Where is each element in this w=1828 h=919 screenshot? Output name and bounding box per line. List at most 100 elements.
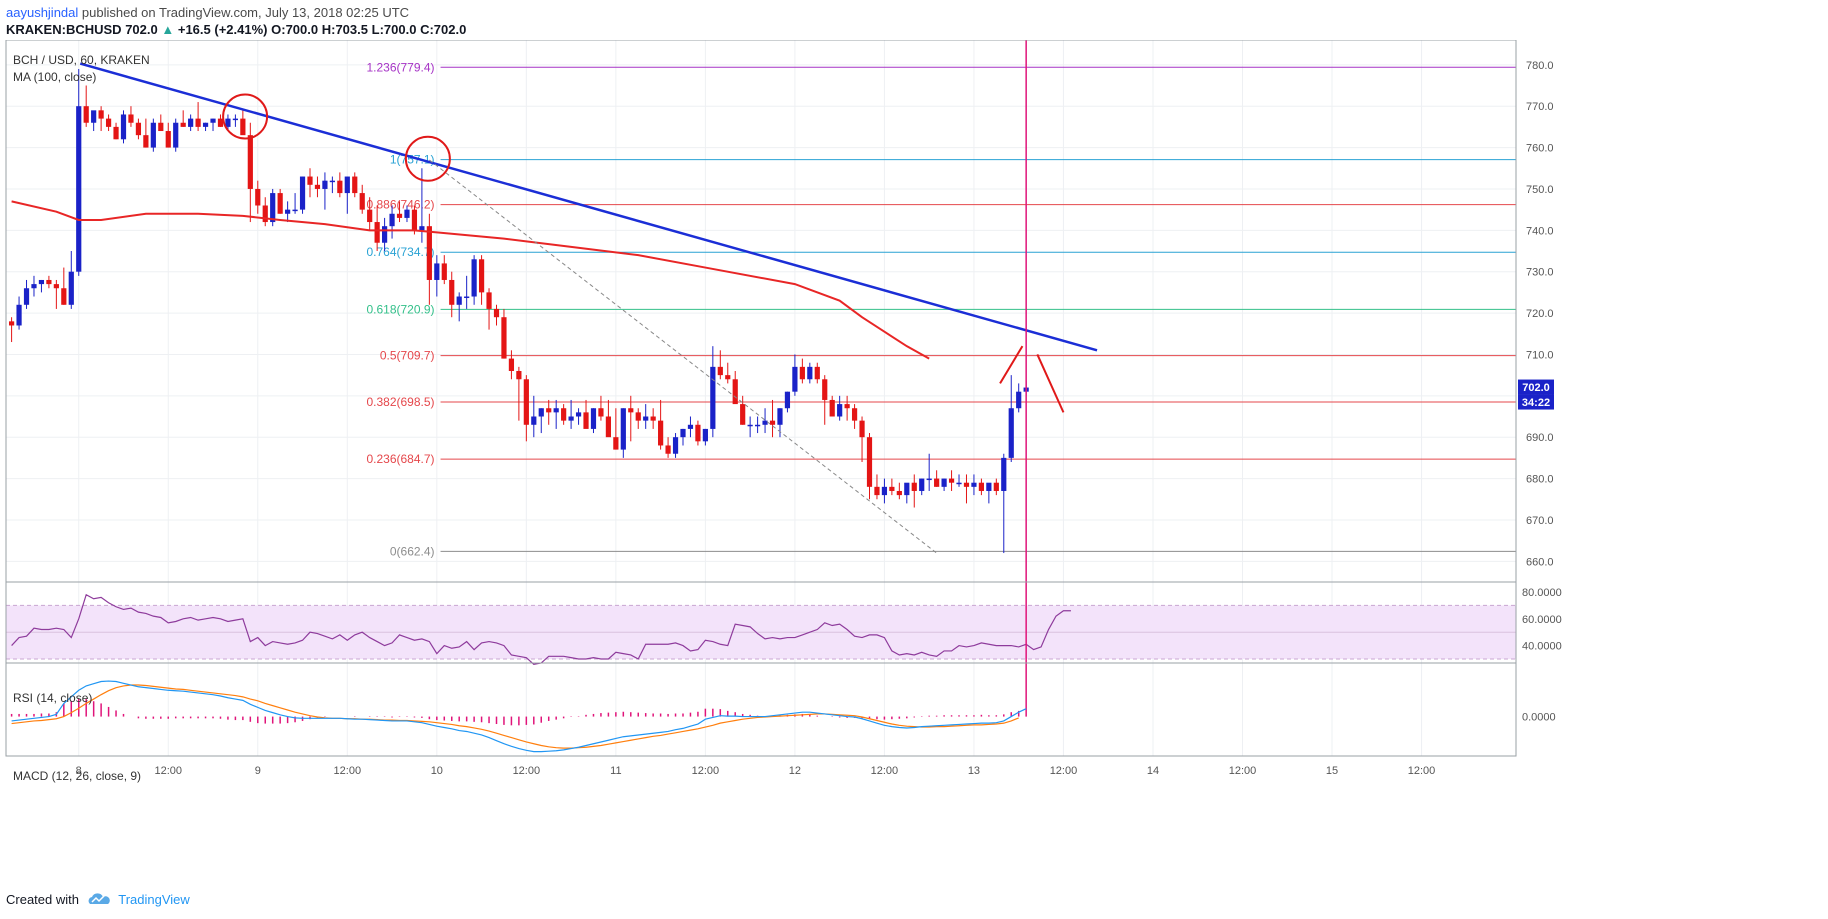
countdown-text: 34:22	[1522, 397, 1550, 409]
price-tick-label: 740.0	[1526, 225, 1554, 237]
candle-body	[568, 416, 574, 421]
candle-body	[307, 176, 313, 185]
candle-body	[896, 490, 902, 496]
candle-body	[672, 437, 679, 454]
candle-body	[538, 408, 544, 417]
fib-level-label: 0.382(698.5)	[366, 395, 434, 409]
candle-body	[650, 416, 656, 421]
candle-body	[769, 420, 776, 425]
tradingview-link[interactable]: TradingView	[118, 892, 190, 907]
candle-body	[814, 366, 820, 380]
price-tick-label: 750.0	[1526, 184, 1554, 196]
candle-body	[367, 209, 373, 223]
candle-body	[180, 122, 186, 127]
time-tick-label: 12:00	[1408, 765, 1436, 777]
last-price-text: 702.0	[1522, 382, 1550, 394]
time-tick-label: 12:00	[1050, 765, 1078, 777]
time-tick-label: 11	[610, 765, 621, 777]
candle-body	[486, 292, 492, 309]
price-tick-label: 780.0	[1526, 60, 1554, 72]
candle-body	[493, 308, 500, 318]
candle-body	[1008, 408, 1014, 458]
fib-level-label: 0.886(746.2)	[366, 198, 434, 212]
candle-body	[762, 420, 768, 425]
ohlc-summary: KRAKEN:BCHUSD 702.0 ▲ +16.5 (+2.41%) O:7…	[6, 22, 466, 37]
fibonacci-levels: 1.236(779.4) 1(757.1) 0.886(746.2) 0.764(73…	[366, 60, 1516, 558]
candle-body	[232, 118, 238, 121]
candle-body	[986, 482, 992, 491]
candle-body	[9, 321, 15, 326]
candle-body	[188, 118, 194, 127]
fib-level-label: 0.764(734.7)	[366, 245, 434, 259]
ma-100-line	[11, 200, 930, 360]
candle-body	[329, 180, 335, 183]
candle-body	[165, 131, 171, 148]
rsi-label: RSI (14, close)	[13, 691, 92, 705]
candle-body	[38, 279, 45, 285]
candle-body	[105, 118, 112, 127]
time-tick-label: 14	[1147, 765, 1159, 777]
price-tick-label: 660.0	[1526, 556, 1554, 568]
candle-body	[904, 482, 910, 496]
author-link[interactable]: aayushjindal	[6, 5, 79, 20]
candle-body	[807, 366, 813, 380]
candle-body	[755, 424, 761, 427]
candle-body	[590, 408, 597, 429]
time-tick-label: 12:00	[692, 765, 720, 777]
close-label: C:	[420, 22, 434, 37]
candle-body	[531, 416, 537, 425]
time-tick-label: 12:00	[154, 765, 182, 777]
price-tick-label: 710.0	[1526, 349, 1554, 361]
candle-body	[285, 209, 291, 214]
candle-body	[404, 209, 410, 218]
candle-body	[91, 110, 97, 123]
high-label: H:	[321, 22, 336, 37]
candle-body	[255, 188, 261, 206]
rsi-tick-label: 80.0000	[1522, 587, 1562, 599]
time-tick-label: 13	[968, 765, 980, 777]
candle-body	[210, 118, 216, 123]
time-tick-label: 9	[255, 765, 261, 777]
price-chart[interactable]: 1.236(779.4) 1(757.1) 0.886(746.2) 0.764(73…	[0, 40, 1828, 882]
candle-body	[53, 284, 59, 289]
candle-body	[792, 366, 798, 392]
candle-body	[702, 428, 708, 442]
candle-body	[680, 428, 686, 438]
projection-line	[999, 345, 1024, 384]
open-label: O:	[271, 22, 286, 37]
candle-body	[956, 482, 962, 485]
candle-body	[352, 176, 358, 194]
moving-average	[11, 200, 930, 360]
candle-body	[31, 284, 37, 289]
candle-body	[299, 176, 306, 210]
ma-indicator-label: MA (100, close)	[13, 70, 96, 84]
time-tick-label: 12:00	[513, 765, 541, 777]
price-tick-label: 680.0	[1526, 474, 1554, 486]
candle-body	[128, 114, 134, 123]
time-tick-label: 12:00	[334, 765, 362, 777]
drawings	[79, 62, 1098, 554]
candle-body	[240, 118, 246, 136]
candle-body	[620, 408, 626, 450]
candle-body	[628, 408, 634, 413]
candle-body	[799, 366, 805, 380]
candle-body	[837, 404, 843, 417]
candle-body	[143, 135, 149, 148]
up-arrow-icon: ▲	[161, 22, 175, 37]
candle-body	[83, 106, 89, 123]
candle-body	[456, 296, 462, 305]
macd-label: MACD (12, 26, close, 9)	[13, 769, 141, 783]
candle-body	[389, 213, 395, 227]
candle-body	[337, 180, 343, 194]
candle-body	[658, 420, 664, 446]
candlesticks	[9, 68, 1029, 554]
candle-body	[553, 408, 559, 413]
candle-body	[687, 424, 694, 429]
candle-body	[344, 176, 350, 194]
candle-body	[158, 122, 164, 132]
time-tick-label: 15	[1326, 765, 1338, 777]
candle-body	[635, 412, 641, 421]
candle-body	[561, 408, 567, 421]
candle-body	[934, 478, 940, 487]
candle-body	[441, 263, 447, 280]
